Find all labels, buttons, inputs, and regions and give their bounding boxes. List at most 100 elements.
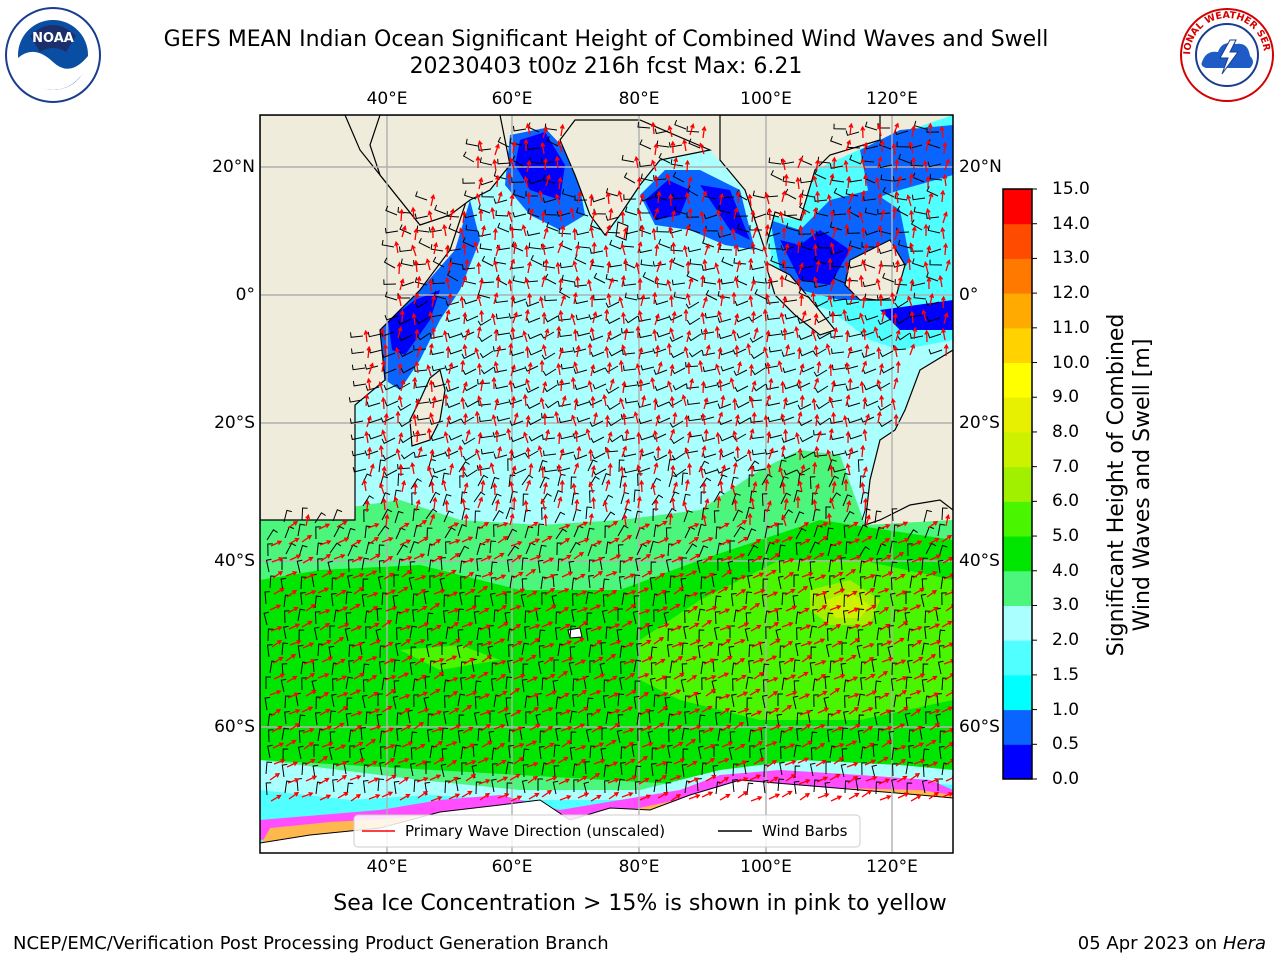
wave-arrow xyxy=(766,759,778,768)
wind-barb xyxy=(493,198,508,204)
wind-barb xyxy=(428,475,439,488)
wind-barb xyxy=(430,244,444,252)
wave-arrow xyxy=(701,412,706,426)
wave-arrow xyxy=(897,276,903,289)
wind-barb xyxy=(601,609,608,624)
wave-arrow xyxy=(654,658,666,666)
noaa-logo: NOAA xyxy=(5,7,101,103)
wave-arrow xyxy=(862,725,874,734)
wind-barb xyxy=(656,332,671,338)
wind-barb xyxy=(664,696,671,711)
wave-arrow xyxy=(334,572,346,581)
colorbar-segment xyxy=(1003,189,1032,225)
wave-arrow xyxy=(521,224,527,237)
wave-arrow xyxy=(399,208,404,222)
wave-arrow xyxy=(447,776,459,784)
wind-barb xyxy=(780,330,795,336)
wind-barb xyxy=(685,362,699,368)
wave-arrow xyxy=(365,570,378,577)
wind-barb xyxy=(813,524,823,538)
wave-arrow xyxy=(669,294,674,308)
wave-arrow xyxy=(363,329,369,343)
wind-barb xyxy=(849,154,862,165)
wind-barb xyxy=(478,204,491,214)
colorbar-segment xyxy=(1003,293,1032,329)
wave-arrow xyxy=(272,742,285,749)
wind-barb xyxy=(680,577,687,592)
wave-arrow xyxy=(689,553,701,561)
wave-arrow xyxy=(397,326,403,339)
wind-barb xyxy=(764,363,779,369)
wind-barb xyxy=(493,609,500,623)
wind-barb xyxy=(639,161,653,168)
wind-barb xyxy=(506,559,513,573)
wave-arrow xyxy=(924,329,930,343)
wind-barb xyxy=(267,628,274,642)
wave-arrow xyxy=(767,276,773,290)
wind-barb xyxy=(937,523,946,537)
wave-arrow xyxy=(573,397,579,411)
wave-arrow xyxy=(833,588,846,595)
wave-arrow xyxy=(890,397,896,411)
wind-barb xyxy=(798,419,813,427)
wave-arrow xyxy=(577,190,583,204)
wind-barb xyxy=(554,511,566,524)
wave-arrow xyxy=(897,706,909,714)
wave-arrow xyxy=(397,362,403,376)
wave-arrow xyxy=(880,725,893,732)
lon-label-bottom: 120°E xyxy=(866,857,918,877)
wind-barb xyxy=(649,540,659,554)
wave-arrow xyxy=(633,411,639,424)
wave-arrow xyxy=(673,758,686,765)
wave-arrow xyxy=(782,640,794,649)
wave-arrow xyxy=(544,759,557,766)
wave-arrow xyxy=(524,244,530,258)
wave-arrow xyxy=(477,757,490,764)
colorbar-title: Significant Height of Combined Wind Wave… xyxy=(1104,314,1156,657)
wave-arrow xyxy=(778,466,784,479)
wind-barb xyxy=(413,260,427,266)
wind-barb xyxy=(925,300,940,306)
wind-barb xyxy=(701,350,716,356)
wind-barb xyxy=(561,188,575,198)
wind-barb xyxy=(382,453,397,461)
wind-barb xyxy=(672,193,686,200)
wind-barb xyxy=(284,695,291,709)
wave-arrow xyxy=(462,311,468,325)
wave-arrow xyxy=(445,345,451,359)
wind-barb xyxy=(795,642,801,657)
wave-arrow xyxy=(496,604,508,613)
wind-barb xyxy=(750,264,765,271)
wind-barb xyxy=(829,575,835,589)
wave-arrow xyxy=(385,688,397,697)
wave-arrow xyxy=(891,142,897,156)
wind-barb xyxy=(478,145,492,151)
wave-arrow xyxy=(683,345,689,359)
wave-arrow xyxy=(873,326,879,339)
wave-arrow xyxy=(524,308,530,322)
wind-barb xyxy=(732,433,747,441)
wind-barb xyxy=(410,747,417,761)
wave-arrow xyxy=(778,210,784,224)
wave-arrow xyxy=(305,775,318,782)
wind-barb xyxy=(941,592,947,606)
wave-arrow xyxy=(561,656,574,663)
wind-barb xyxy=(586,697,594,711)
wave-arrow xyxy=(849,554,862,561)
wind-barb xyxy=(384,315,399,321)
wind-barb xyxy=(891,508,898,522)
wave-arrow xyxy=(747,193,753,207)
wind-barb xyxy=(874,696,881,710)
wave-arrow xyxy=(543,656,555,665)
wave-arrow xyxy=(449,462,455,476)
wind-barb xyxy=(364,450,379,456)
wave-arrow xyxy=(543,227,549,240)
wave-arrow xyxy=(460,465,466,479)
wave-arrow xyxy=(777,360,783,373)
wind-barb xyxy=(716,382,731,388)
wind-barb xyxy=(941,507,948,521)
wave-arrow xyxy=(687,462,693,476)
wave-arrow xyxy=(463,513,469,527)
wave-arrow xyxy=(604,414,610,428)
wave-arrow xyxy=(557,496,563,509)
